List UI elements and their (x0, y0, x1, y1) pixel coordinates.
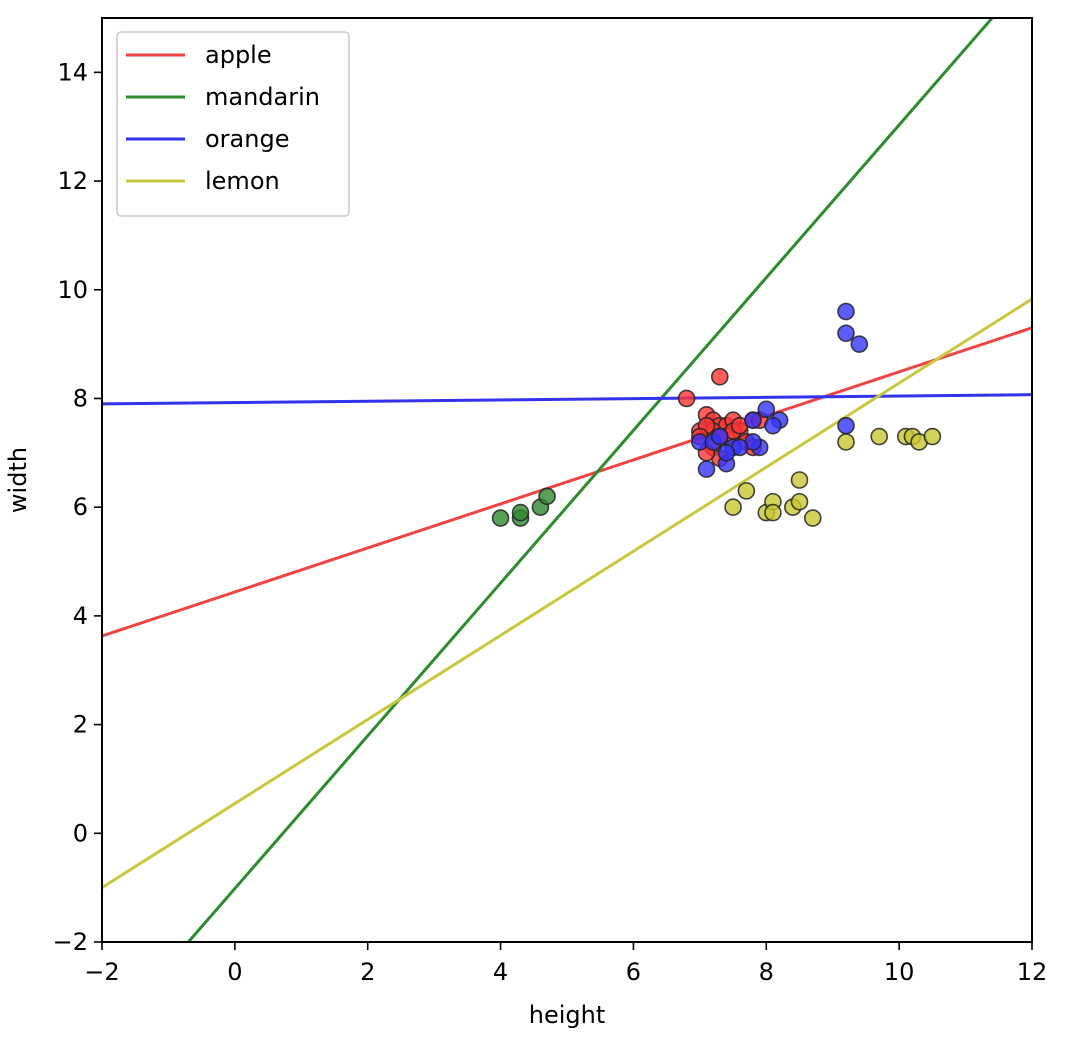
x-tick-label: 6 (626, 958, 641, 986)
point-mandarin (511, 503, 530, 522)
y-axis-label: width (4, 447, 32, 513)
point-orange (744, 411, 762, 430)
x-tick-label: 8 (759, 958, 774, 986)
point-orange (837, 416, 855, 435)
point-orange (837, 324, 855, 343)
y-tick-label: −2 (53, 928, 88, 956)
point-lemon (803, 509, 822, 527)
point-orange (850, 335, 869, 353)
point-lemon (737, 482, 756, 500)
x-axis-ticks: −2 0 2 4 6 8 10 12 (84, 942, 1047, 986)
y-tick-label: 4 (73, 602, 88, 630)
x-axis-label: height (529, 1001, 606, 1029)
legend-label-apple: apple (205, 41, 272, 69)
point-mandarin (538, 487, 556, 506)
x-tick-label: 12 (1017, 958, 1048, 986)
legend-label-lemon: lemon (205, 167, 280, 195)
regression-lines (102, 18, 1032, 942)
line-lemon (102, 297, 1032, 889)
legend-label-orange: orange (205, 125, 289, 153)
point-apple (677, 389, 696, 408)
point-mandarin (491, 509, 510, 527)
x-tick-label: 2 (360, 958, 375, 986)
point-lemon (837, 433, 855, 451)
point-apple (710, 367, 729, 386)
legend-label-mandarin: mandarin (205, 83, 320, 111)
point-orange (697, 460, 716, 478)
plot-frame (101, 17, 1033, 943)
line-apple (102, 326, 1032, 638)
point-lemon (923, 427, 942, 446)
scatter-points (491, 302, 942, 527)
x-tick-label: 4 (493, 958, 508, 986)
point-orange (757, 400, 776, 419)
y-tick-label: 0 (73, 819, 88, 847)
y-tick-label: 6 (73, 493, 88, 521)
y-tick-label: 8 (73, 384, 88, 412)
legend: apple mandarin orange lemon (116, 31, 350, 217)
point-lemon (764, 503, 782, 522)
x-tick-label: 10 (884, 958, 915, 986)
point-lemon (790, 471, 809, 489)
x-tick-label: 0 (227, 958, 242, 986)
point-orange (837, 302, 855, 321)
x-tick-label: −2 (84, 958, 119, 986)
line-mandarin (187, 18, 994, 942)
point-orange (710, 427, 729, 446)
point-lemon (870, 427, 889, 446)
y-tick-label: 14 (57, 58, 88, 86)
legend-box (116, 31, 350, 217)
point-orange (717, 444, 736, 462)
point-lemon (790, 492, 809, 511)
y-tick-label: 10 (57, 276, 88, 304)
point-orange (764, 416, 782, 435)
y-axis-ticks: −2 0 2 4 6 8 10 12 14 (53, 58, 102, 956)
y-tick-label: 12 (57, 167, 88, 195)
point-lemon (724, 498, 742, 516)
y-tick-label: 2 (73, 711, 88, 739)
